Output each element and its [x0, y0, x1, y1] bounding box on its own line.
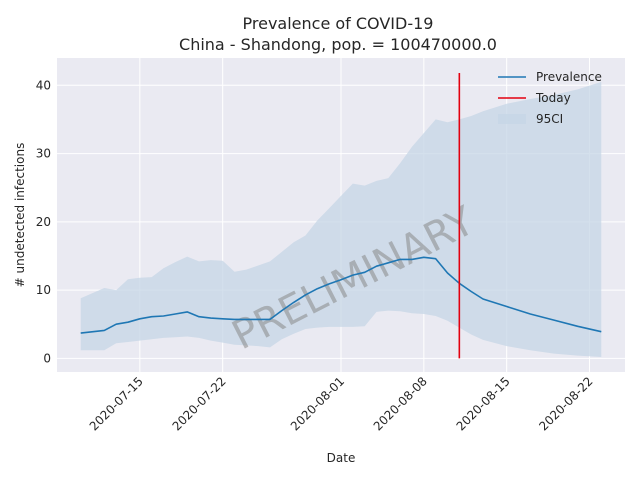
legend-swatch-95ci [498, 114, 526, 124]
chart-title: Prevalence of COVID-19 [243, 14, 434, 33]
legend: Prevalence Today 95CI [498, 70, 602, 126]
legend-label: Prevalence [536, 70, 602, 84]
prevalence-line [80, 256, 602, 334]
y-tick-label: 20 [36, 215, 51, 229]
legend-label: 95CI [536, 112, 563, 126]
y-tick-label: 0 [43, 351, 51, 365]
y-axis-label: # undetected infections [13, 143, 27, 288]
x-axis-label: Date [327, 451, 356, 465]
legend-label: Today [535, 91, 571, 105]
y-tick-label: 30 [36, 147, 51, 161]
ci-band [80, 81, 602, 358]
ci-area [80, 81, 602, 358]
chart-subtitle: China - Shandong, pop. = 100470000.0 [179, 35, 497, 54]
prevalence-line-layer [80, 256, 602, 334]
y-tick-label: 40 [36, 78, 51, 92]
y-tick-label: 10 [36, 283, 51, 297]
